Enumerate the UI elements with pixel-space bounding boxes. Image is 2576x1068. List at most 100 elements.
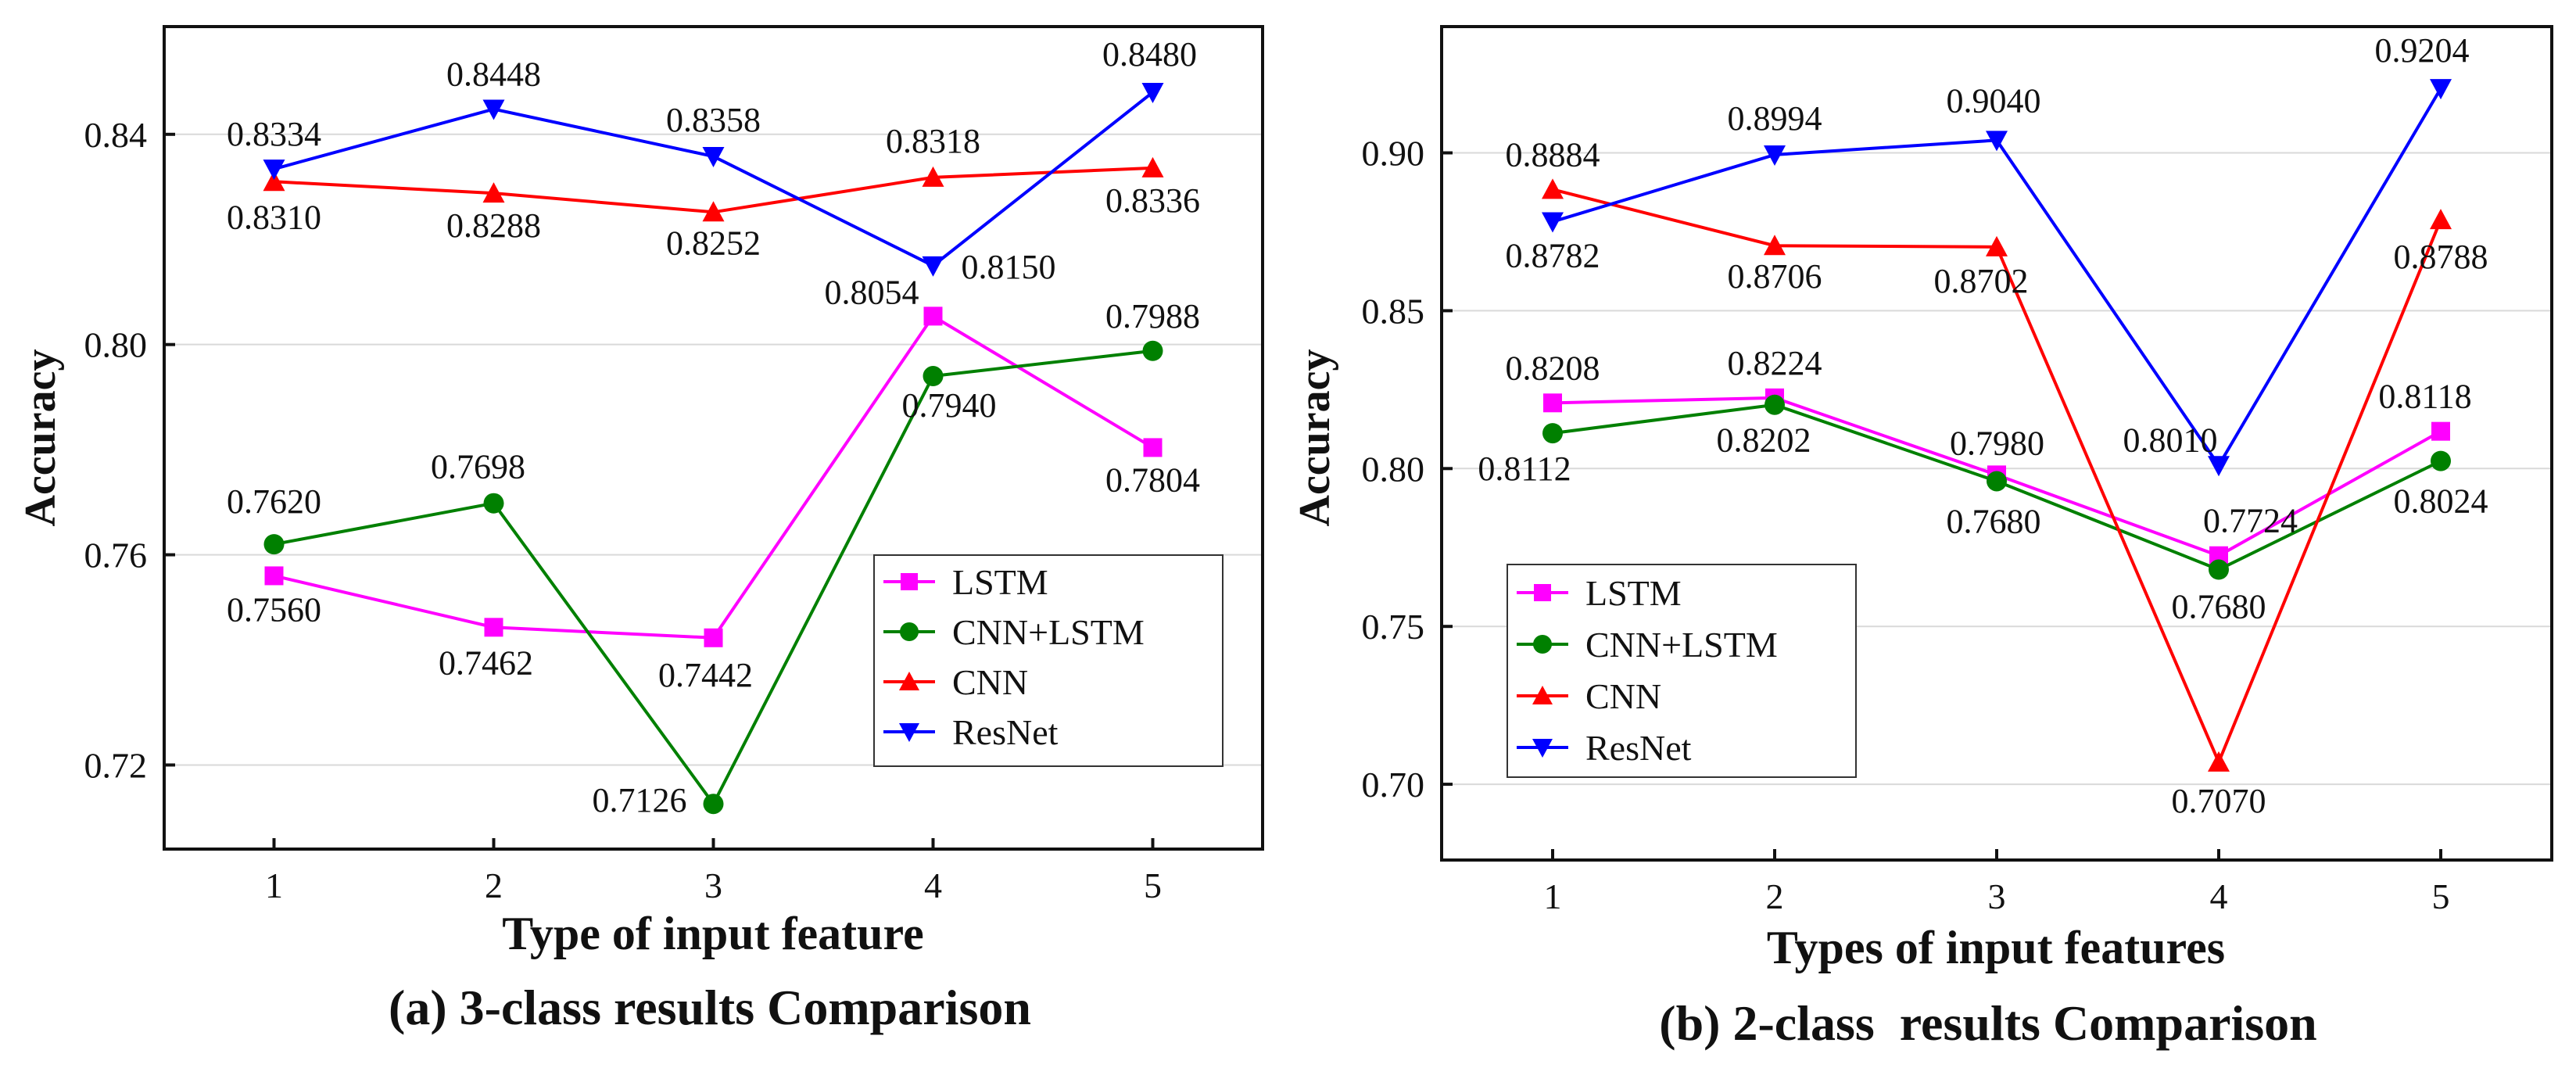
point-cnn-b bbox=[1986, 235, 2008, 256]
point-cnn-b bbox=[2430, 209, 2452, 230]
point-cnn-lstm-b bbox=[2431, 450, 2451, 471]
data-label-resnet-a: 0.8334 bbox=[227, 115, 321, 153]
legend-label-cnn-a: CNN bbox=[952, 662, 1028, 702]
data-label-cnn-lstm-a: 0.7988 bbox=[1105, 297, 1200, 335]
data-label-cnn-a: 0.8288 bbox=[446, 206, 541, 245]
data-label-cnn-lstm-b: 0.8202 bbox=[1717, 421, 1811, 460]
point-cnn-lstm-b bbox=[1987, 471, 2007, 492]
y-tick-label-b: 0.80 bbox=[1362, 449, 1425, 489]
data-label-resnet-b: 0.8782 bbox=[1506, 237, 1600, 275]
point-cnn-lstm-a bbox=[1142, 340, 1163, 361]
data-label-cnn-a: 0.8310 bbox=[227, 198, 321, 236]
point-cnn-lstm-b bbox=[1542, 423, 1563, 444]
point-cnn-lstm-b bbox=[1765, 394, 1785, 415]
legend-label-lstm-b: LSTM bbox=[1585, 573, 1682, 613]
x-tick-label-a: 3 bbox=[704, 866, 722, 905]
data-label-lstm-a: 0.8054 bbox=[825, 273, 919, 311]
legend-label-cnn-b: CNN bbox=[1585, 676, 1661, 716]
legend-box-b bbox=[1507, 564, 1857, 778]
point-cnn-lstm-a bbox=[263, 534, 285, 555]
data-label-cnn-a: 0.8252 bbox=[666, 224, 761, 262]
point-cnn-a bbox=[1141, 156, 1164, 177]
data-label-cnn-lstm-a: 0.7698 bbox=[431, 448, 525, 486]
data-label-lstm-a: 0.7442 bbox=[658, 656, 753, 694]
legend-label-cnn-lstm-a: CNN+LSTM bbox=[952, 612, 1145, 652]
data-label-lstm-b: 0.8208 bbox=[1506, 349, 1600, 387]
chart-panel-b: 0.8208 0.8224 0.7980 0.7724 0.8118 0.8112 0.82… bbox=[1291, 25, 2553, 1051]
caption-b: (b) 2-class results Comparison bbox=[1659, 995, 2317, 1051]
data-label-cnn-b: 0.8702 bbox=[1934, 262, 2029, 300]
data-label-lstm-a: 0.7462 bbox=[439, 643, 533, 682]
point-resnet-a bbox=[263, 159, 285, 181]
point-cnn-lstm-a bbox=[483, 493, 504, 514]
data-label-cnn-lstm-b: 0.7680 bbox=[1947, 502, 2041, 540]
y-tick-label-b: 0.75 bbox=[1362, 607, 1425, 647]
data-label-cnn-lstm-b: 0.8024 bbox=[2394, 482, 2488, 521]
point-resnet-b bbox=[2430, 79, 2452, 100]
y-tick-label-a: 0.80 bbox=[84, 325, 148, 365]
point-cnn-lstm-b bbox=[2209, 559, 2229, 580]
point-cnn-b bbox=[1764, 235, 1786, 256]
point-lstm-b bbox=[2431, 421, 2450, 441]
y-tick-label-b: 0.90 bbox=[1362, 134, 1425, 174]
point-cnn-a bbox=[922, 166, 944, 187]
point-lstm-a bbox=[704, 628, 723, 647]
legend-marker-cnn-a bbox=[899, 672, 919, 690]
y-tick-label-b: 0.85 bbox=[1362, 291, 1425, 331]
point-lstm-a bbox=[484, 618, 503, 637]
legend-marker-lstm-a bbox=[901, 573, 918, 590]
legend-label-resnet-a: ResNet bbox=[952, 712, 1059, 752]
x-tick-label-a: 4 bbox=[924, 866, 942, 905]
data-label-lstm-b: 0.7980 bbox=[1950, 424, 2044, 462]
data-label-cnn-a: 0.8318 bbox=[886, 122, 980, 160]
x-tick-label-a: 5 bbox=[1144, 866, 1162, 905]
legend-marker-resnet-b bbox=[1532, 739, 1553, 758]
legend-entries-a: LSTM CNN+LSTM CNN ResNet bbox=[883, 562, 1145, 752]
point-resnet-b bbox=[2208, 456, 2230, 477]
point-resnet-b bbox=[1542, 212, 1564, 233]
series-layer-a bbox=[263, 83, 1164, 815]
point-cnn-b bbox=[1542, 178, 1564, 199]
data-label-cnn-lstm-a: 0.7940 bbox=[902, 386, 997, 425]
data-label-cnn-b: 0.7070 bbox=[2172, 782, 2266, 820]
y-tick-label-a: 0.72 bbox=[84, 745, 148, 785]
point-cnn-a bbox=[263, 170, 285, 192]
data-label-lstm-b: 0.8118 bbox=[2378, 378, 2471, 416]
data-label-cnn-b: 0.8788 bbox=[2394, 238, 2488, 276]
legend-marker-resnet-a bbox=[899, 723, 919, 742]
point-cnn-lstm-a bbox=[923, 366, 944, 387]
axis-ticks-b: 0.70 0.75 0.80 0.85 0.90 1 2 3 4 5 bbox=[1362, 134, 2450, 916]
data-label-lstm-b: 0.7724 bbox=[2203, 502, 2298, 540]
legend-entries-b: LSTM CNN+LSTM CNN ResNet bbox=[1517, 573, 1778, 768]
data-label-cnn-lstm-a: 0.7620 bbox=[227, 482, 321, 521]
legend-marker-cnn-lstm-a bbox=[900, 622, 919, 641]
point-resnet-b bbox=[1986, 131, 2008, 152]
data-label-cnn-a: 0.8336 bbox=[1105, 181, 1200, 220]
data-label-lstm-b: 0.8224 bbox=[1728, 344, 1822, 382]
data-label-cnn-lstm-a: 0.7126 bbox=[593, 781, 687, 819]
data-label-lstm-a: 0.7560 bbox=[227, 590, 321, 629]
x-tick-label-a: 2 bbox=[485, 866, 503, 905]
data-label-cnn-b: 0.8706 bbox=[1728, 257, 1822, 296]
data-label-resnet-b: 0.9204 bbox=[2375, 31, 2470, 70]
point-cnn-lstm-a bbox=[703, 794, 724, 815]
y-tick-label-a: 0.76 bbox=[84, 536, 148, 575]
legend-label-resnet-b: ResNet bbox=[1585, 728, 1692, 768]
data-label-resnet-a: 0.8480 bbox=[1102, 35, 1197, 73]
point-lstm-a bbox=[264, 566, 284, 586]
x-tick-label-b: 4 bbox=[2210, 876, 2228, 916]
legend-b: LSTM CNN+LSTM CNN ResNet bbox=[1507, 564, 1857, 778]
data-label-resnet-a: 0.8358 bbox=[666, 101, 761, 139]
data-label-resnet-b: 0.8994 bbox=[1728, 99, 1822, 138]
point-cnn-a bbox=[702, 201, 725, 222]
x-tick-label-b: 2 bbox=[1766, 876, 1784, 916]
y-axis-title-b: Accuracy bbox=[1291, 349, 1339, 526]
point-resnet-a bbox=[1141, 83, 1164, 104]
x-tick-label-b: 5 bbox=[2432, 876, 2450, 916]
legend-label-cnn-lstm-b: CNN+LSTM bbox=[1585, 625, 1778, 665]
x-tick-label-b: 1 bbox=[1544, 876, 1562, 916]
y-tick-label-a: 0.84 bbox=[84, 115, 148, 155]
data-label-resnet-b: 0.8010 bbox=[2123, 421, 2218, 459]
